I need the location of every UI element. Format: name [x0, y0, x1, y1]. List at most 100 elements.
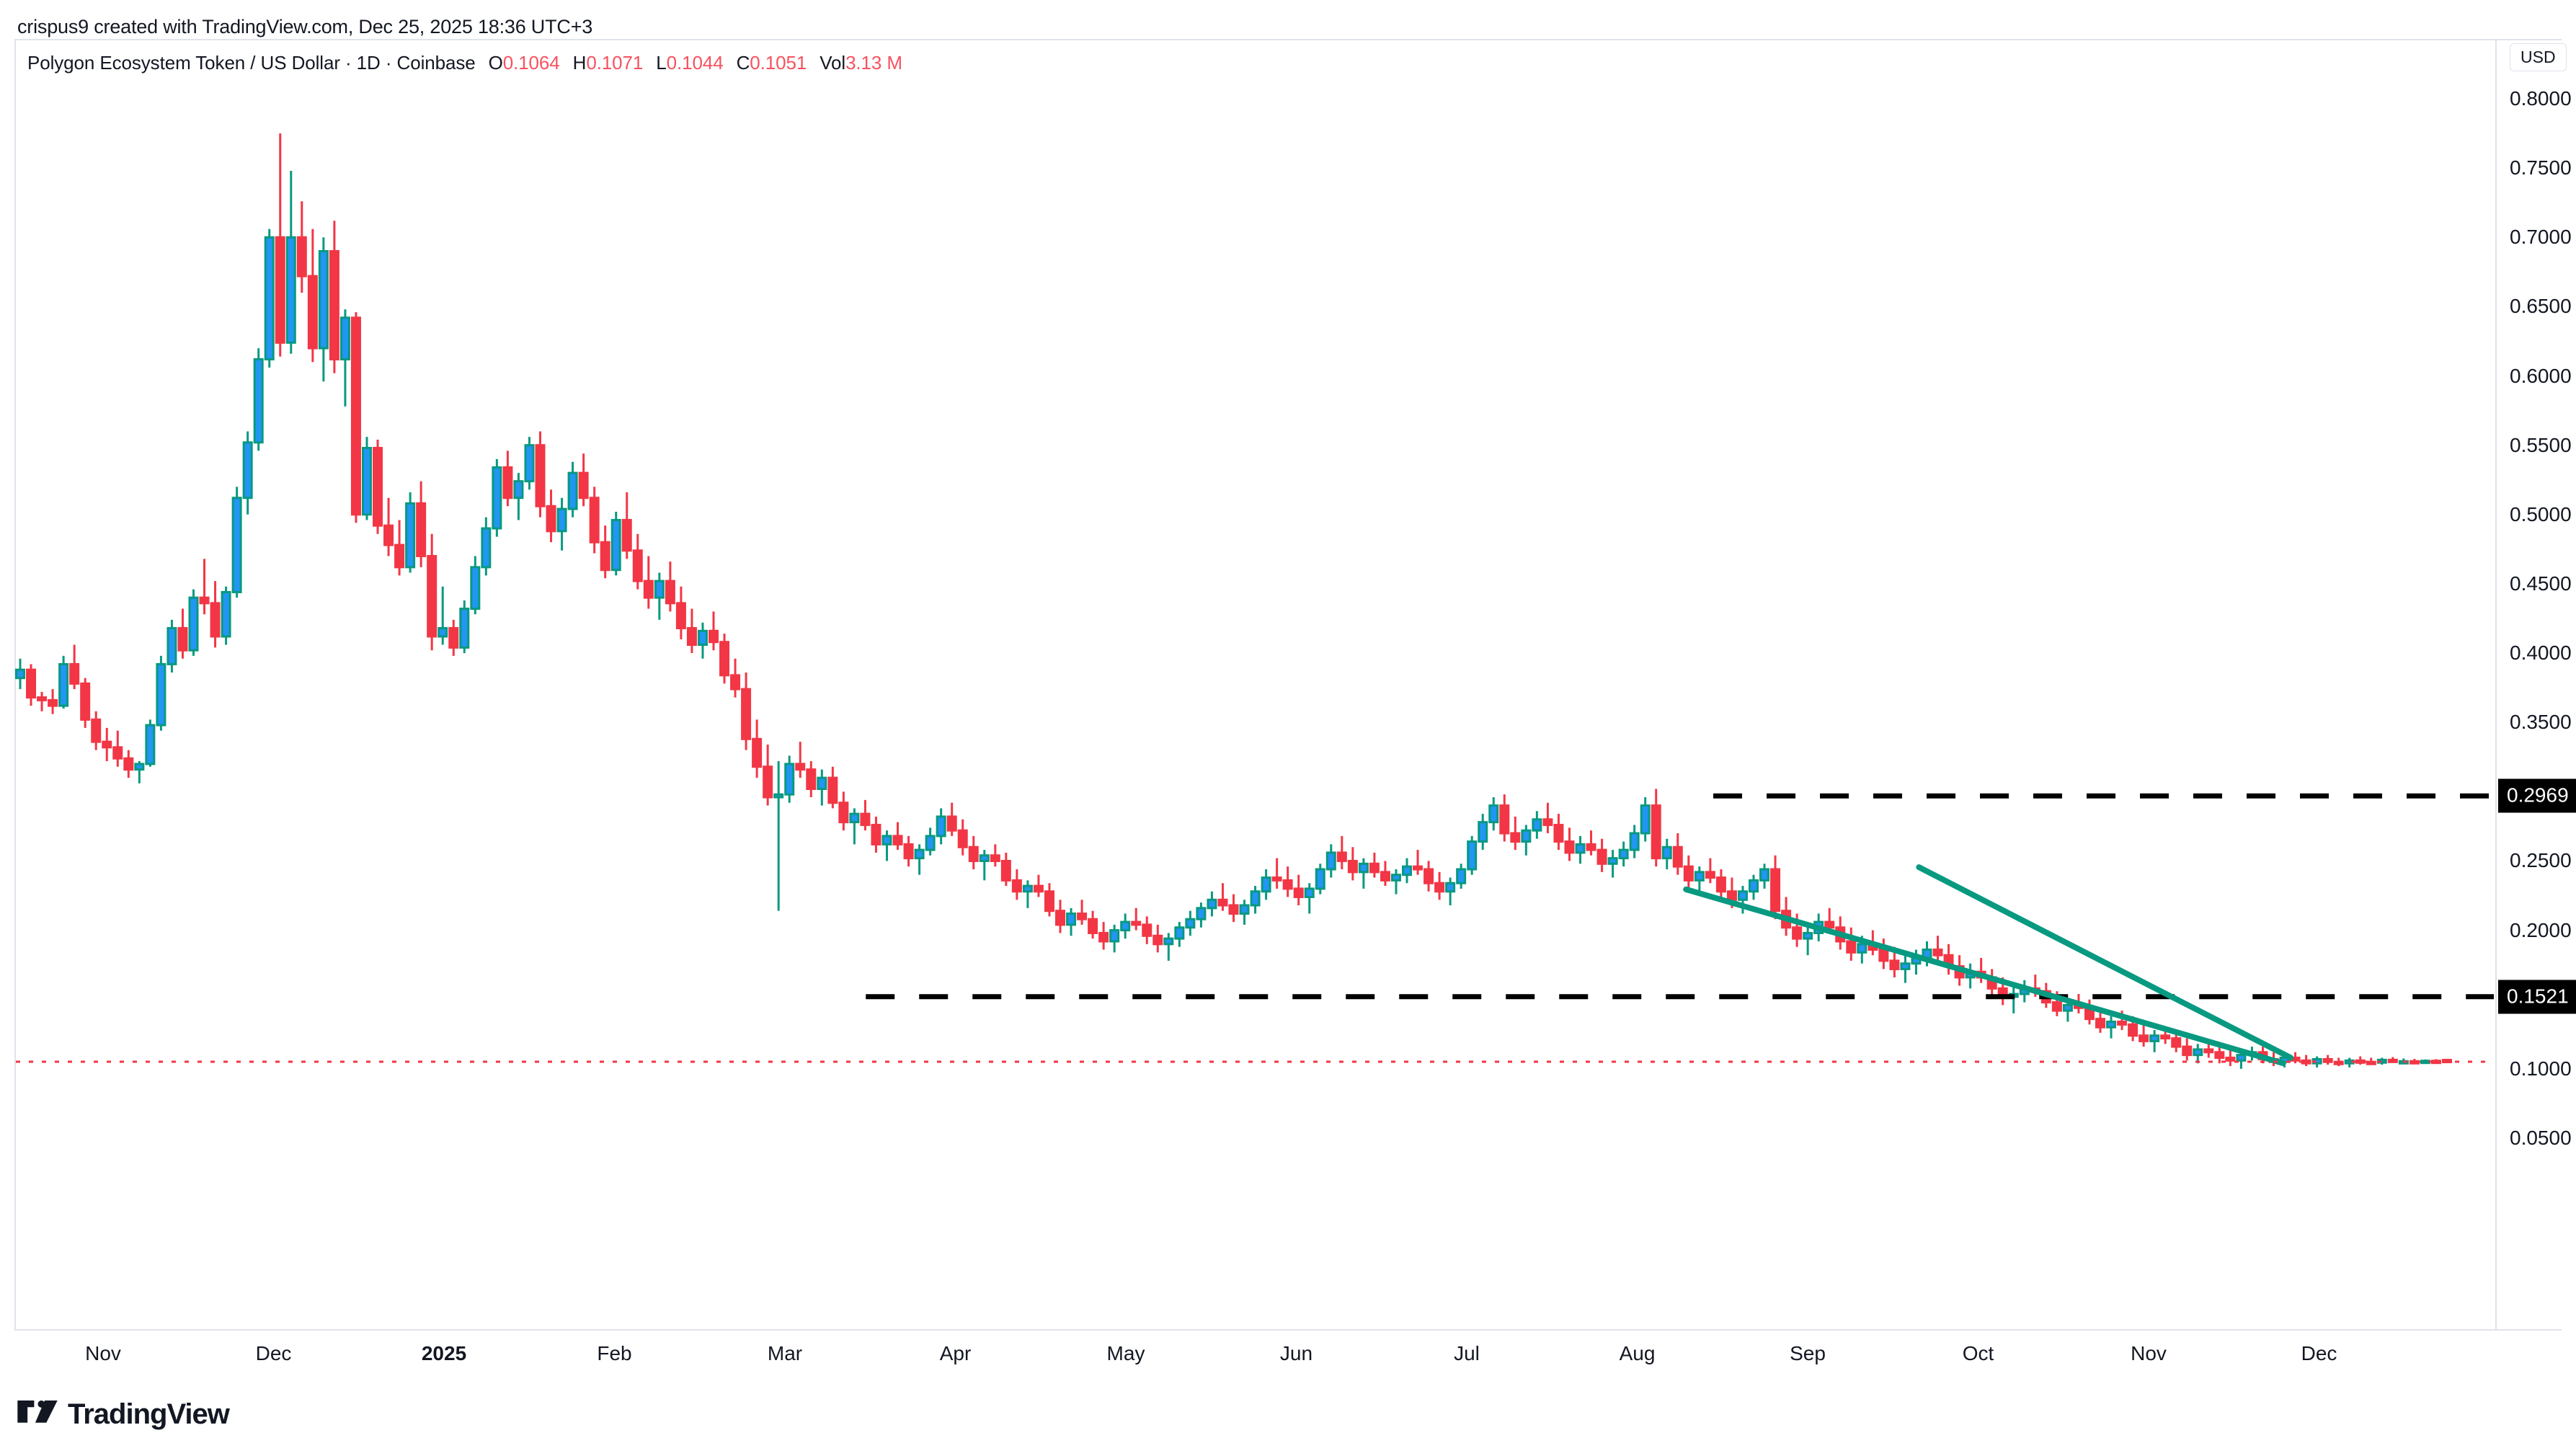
candle-body: [2160, 1034, 2171, 1040]
resistance-price-badge[interactable]: 0.2969: [2498, 778, 2576, 813]
candle-body: [2095, 1018, 2105, 1029]
currency-badge[interactable]: USD: [2510, 43, 2567, 71]
candle-body: [654, 580, 665, 599]
candle-body: [221, 590, 231, 638]
candle-body: [1564, 840, 1575, 854]
candle-body: [686, 626, 697, 647]
chart-panel[interactable]: [14, 39, 2562, 1329]
candle-body: [48, 698, 58, 707]
time-tick: Jun: [1279, 1342, 1313, 1364]
candle-body: [2051, 1001, 2062, 1012]
candle-body: [177, 626, 188, 652]
candle-body: [1380, 871, 1390, 882]
time-tick: Oct: [1962, 1342, 1994, 1364]
candle-body: [567, 471, 578, 510]
candle-body: [795, 763, 806, 771]
candle-body: [2171, 1037, 2182, 1048]
candle-body: [1770, 868, 1781, 913]
price-level-lines[interactable]: [866, 793, 2494, 1000]
candlestick-series: [15, 133, 2452, 1069]
candle-body: [1228, 904, 1239, 915]
candle-body: [2193, 1048, 2203, 1057]
candle-body: [1803, 931, 1813, 940]
candle-body: [1445, 882, 1456, 893]
candle-body: [1434, 882, 1445, 893]
candle-body: [903, 843, 914, 860]
price-tick: 0.6500: [2510, 295, 2572, 318]
candle-body: [123, 757, 134, 771]
candle-body: [600, 541, 610, 572]
time-tick: May: [1106, 1342, 1145, 1364]
candle-body: [784, 763, 795, 796]
candle-body: [1889, 959, 1900, 970]
candle-body: [697, 629, 708, 647]
candle-body: [990, 854, 1000, 862]
candle-body: [448, 626, 459, 649]
candle-body: [1315, 868, 1325, 890]
candle-body: [2128, 1023, 2138, 1037]
candle-body: [1542, 818, 1553, 826]
candle-body: [1596, 848, 1607, 865]
time-tick: Sep: [1790, 1342, 1826, 1364]
candle-body: [1586, 843, 1596, 851]
candle-body: [1142, 923, 1152, 937]
candle-body: [1640, 804, 1651, 835]
candle-body: [383, 524, 394, 546]
candle-body: [416, 502, 427, 557]
candle-body: [1499, 804, 1510, 835]
symbol-title[interactable]: Polygon Ecosystem Token / US Dollar · 1D…: [27, 52, 476, 74]
candle-body: [1347, 859, 1358, 874]
candle-body: [1250, 890, 1261, 907]
candle-body: [860, 812, 871, 826]
candle-body: [2138, 1034, 2149, 1042]
candle-body: [1282, 879, 1293, 890]
candle-body: [925, 835, 936, 851]
candle-body: [2203, 1048, 2214, 1054]
tradingview-logo[interactable]: TradingView: [17, 1398, 230, 1431]
candle-body: [1325, 851, 1336, 871]
candle-body: [946, 815, 957, 832]
tradingview-wordmark: TradingView: [68, 1398, 230, 1430]
candle-body: [1000, 859, 1011, 882]
price-tick: 0.7000: [2510, 226, 2572, 249]
candle-body: [513, 480, 524, 500]
candle-body: [578, 471, 589, 500]
candle-body: [1077, 913, 1088, 920]
price-tick: 0.0500: [2510, 1127, 2572, 1149]
candle-body: [2366, 1060, 2376, 1065]
high-value: 0.1071: [586, 52, 644, 74]
candle-body: [1792, 926, 1803, 940]
wedge-trendlines[interactable]: [1683, 864, 2294, 1067]
candle-body: [373, 447, 383, 527]
candle-body: [589, 497, 600, 543]
price-scale[interactable]: [2495, 39, 2576, 1329]
candle-body: [210, 602, 221, 638]
candle-body: [1217, 898, 1228, 907]
candle-body: [1358, 862, 1369, 874]
candle-body: [1131, 920, 1142, 926]
candle-body: [1878, 949, 1889, 962]
price-tick: 0.2500: [2510, 849, 2572, 872]
time-tick: Jul: [1454, 1342, 1480, 1364]
candle-body: [1098, 931, 1109, 943]
time-scale-axis[interactable]: [14, 1329, 2562, 1331]
candle-body: [914, 848, 925, 860]
wedge-lower-trendline[interactable]: [1683, 886, 2286, 1067]
candle-body: [871, 823, 881, 845]
candle-body: [1661, 845, 1672, 860]
candle-body: [1607, 857, 1618, 865]
wedge-upper-trendline[interactable]: [1916, 864, 2294, 1061]
time-tick: Nov: [85, 1342, 121, 1364]
candle-body: [1196, 907, 1207, 920]
candle-body: [643, 580, 654, 599]
candle-body: [1737, 890, 1748, 901]
candle-body: [275, 236, 285, 344]
candle-body: [1066, 913, 1077, 926]
support-price-badge[interactable]: 0.1521: [2498, 980, 2576, 1014]
candle-body: [459, 608, 470, 649]
candle-body: [1857, 943, 1867, 954]
candle-body: [1694, 871, 1705, 882]
candle-body: [1900, 962, 1911, 970]
candle-body: [2149, 1034, 2160, 1042]
candle-body: [741, 688, 752, 740]
